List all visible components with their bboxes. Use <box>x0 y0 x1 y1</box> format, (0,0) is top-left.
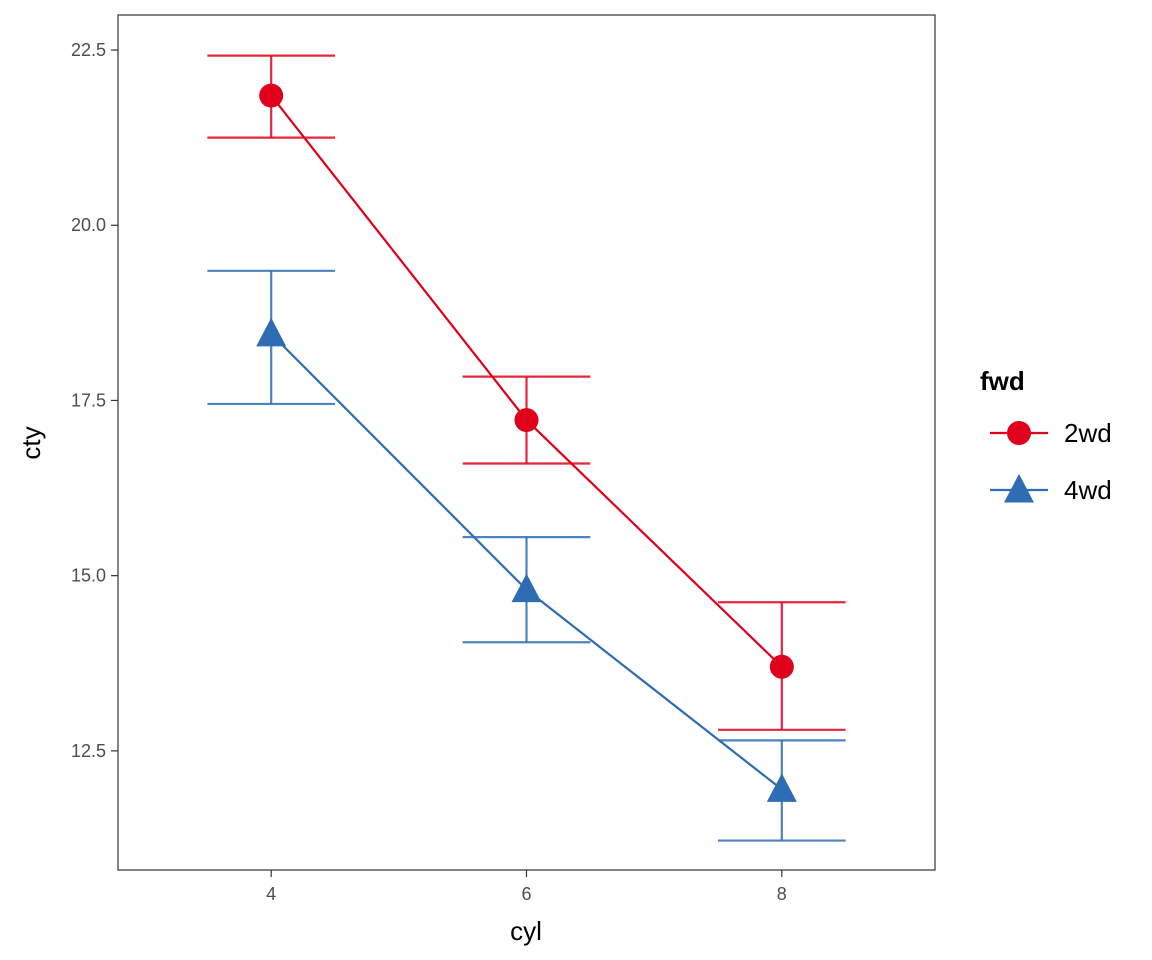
data-point <box>769 654 794 679</box>
legend-label: 4wd <box>1064 475 1112 505</box>
x-tick-label: 4 <box>266 884 276 904</box>
legend-key-4wd: 4wd <box>990 473 1112 505</box>
y-tick-label: 15.0 <box>71 566 106 586</box>
y-axis: 12.5 15.0 17.5 20.0 22.5 <box>71 40 118 761</box>
y-tick-label: 12.5 <box>71 741 106 761</box>
legend-key-2wd: 2wd <box>990 418 1112 448</box>
data-point <box>259 83 284 108</box>
x-tick-label: 8 <box>777 884 787 904</box>
y-axis-title: cty <box>16 426 46 459</box>
legend-keys: 2wd 4wd <box>990 418 1112 505</box>
x-axis-title: cyl <box>510 916 542 946</box>
data-point <box>766 773 797 802</box>
data-point <box>514 408 539 433</box>
legend: fwd 2wd 4wd <box>980 366 1112 505</box>
legend-label: 2wd <box>1064 418 1112 448</box>
y-tick-label: 17.5 <box>71 390 106 410</box>
legend-key-marker <box>1004 473 1034 503</box>
x-tick-label: 6 <box>521 884 531 904</box>
y-tick-label: 22.5 <box>71 40 106 60</box>
series-2wd <box>207 54 846 731</box>
legend-key-marker <box>1007 421 1031 445</box>
series-4wd <box>207 269 846 842</box>
legend-title: fwd <box>980 366 1025 396</box>
x-axis: 4 6 8 <box>266 870 787 904</box>
data-point <box>256 317 287 347</box>
error-bars-4wd <box>207 269 846 842</box>
data-point <box>511 573 542 603</box>
y-tick-label: 20.0 <box>71 215 106 235</box>
series-layer <box>207 54 846 842</box>
